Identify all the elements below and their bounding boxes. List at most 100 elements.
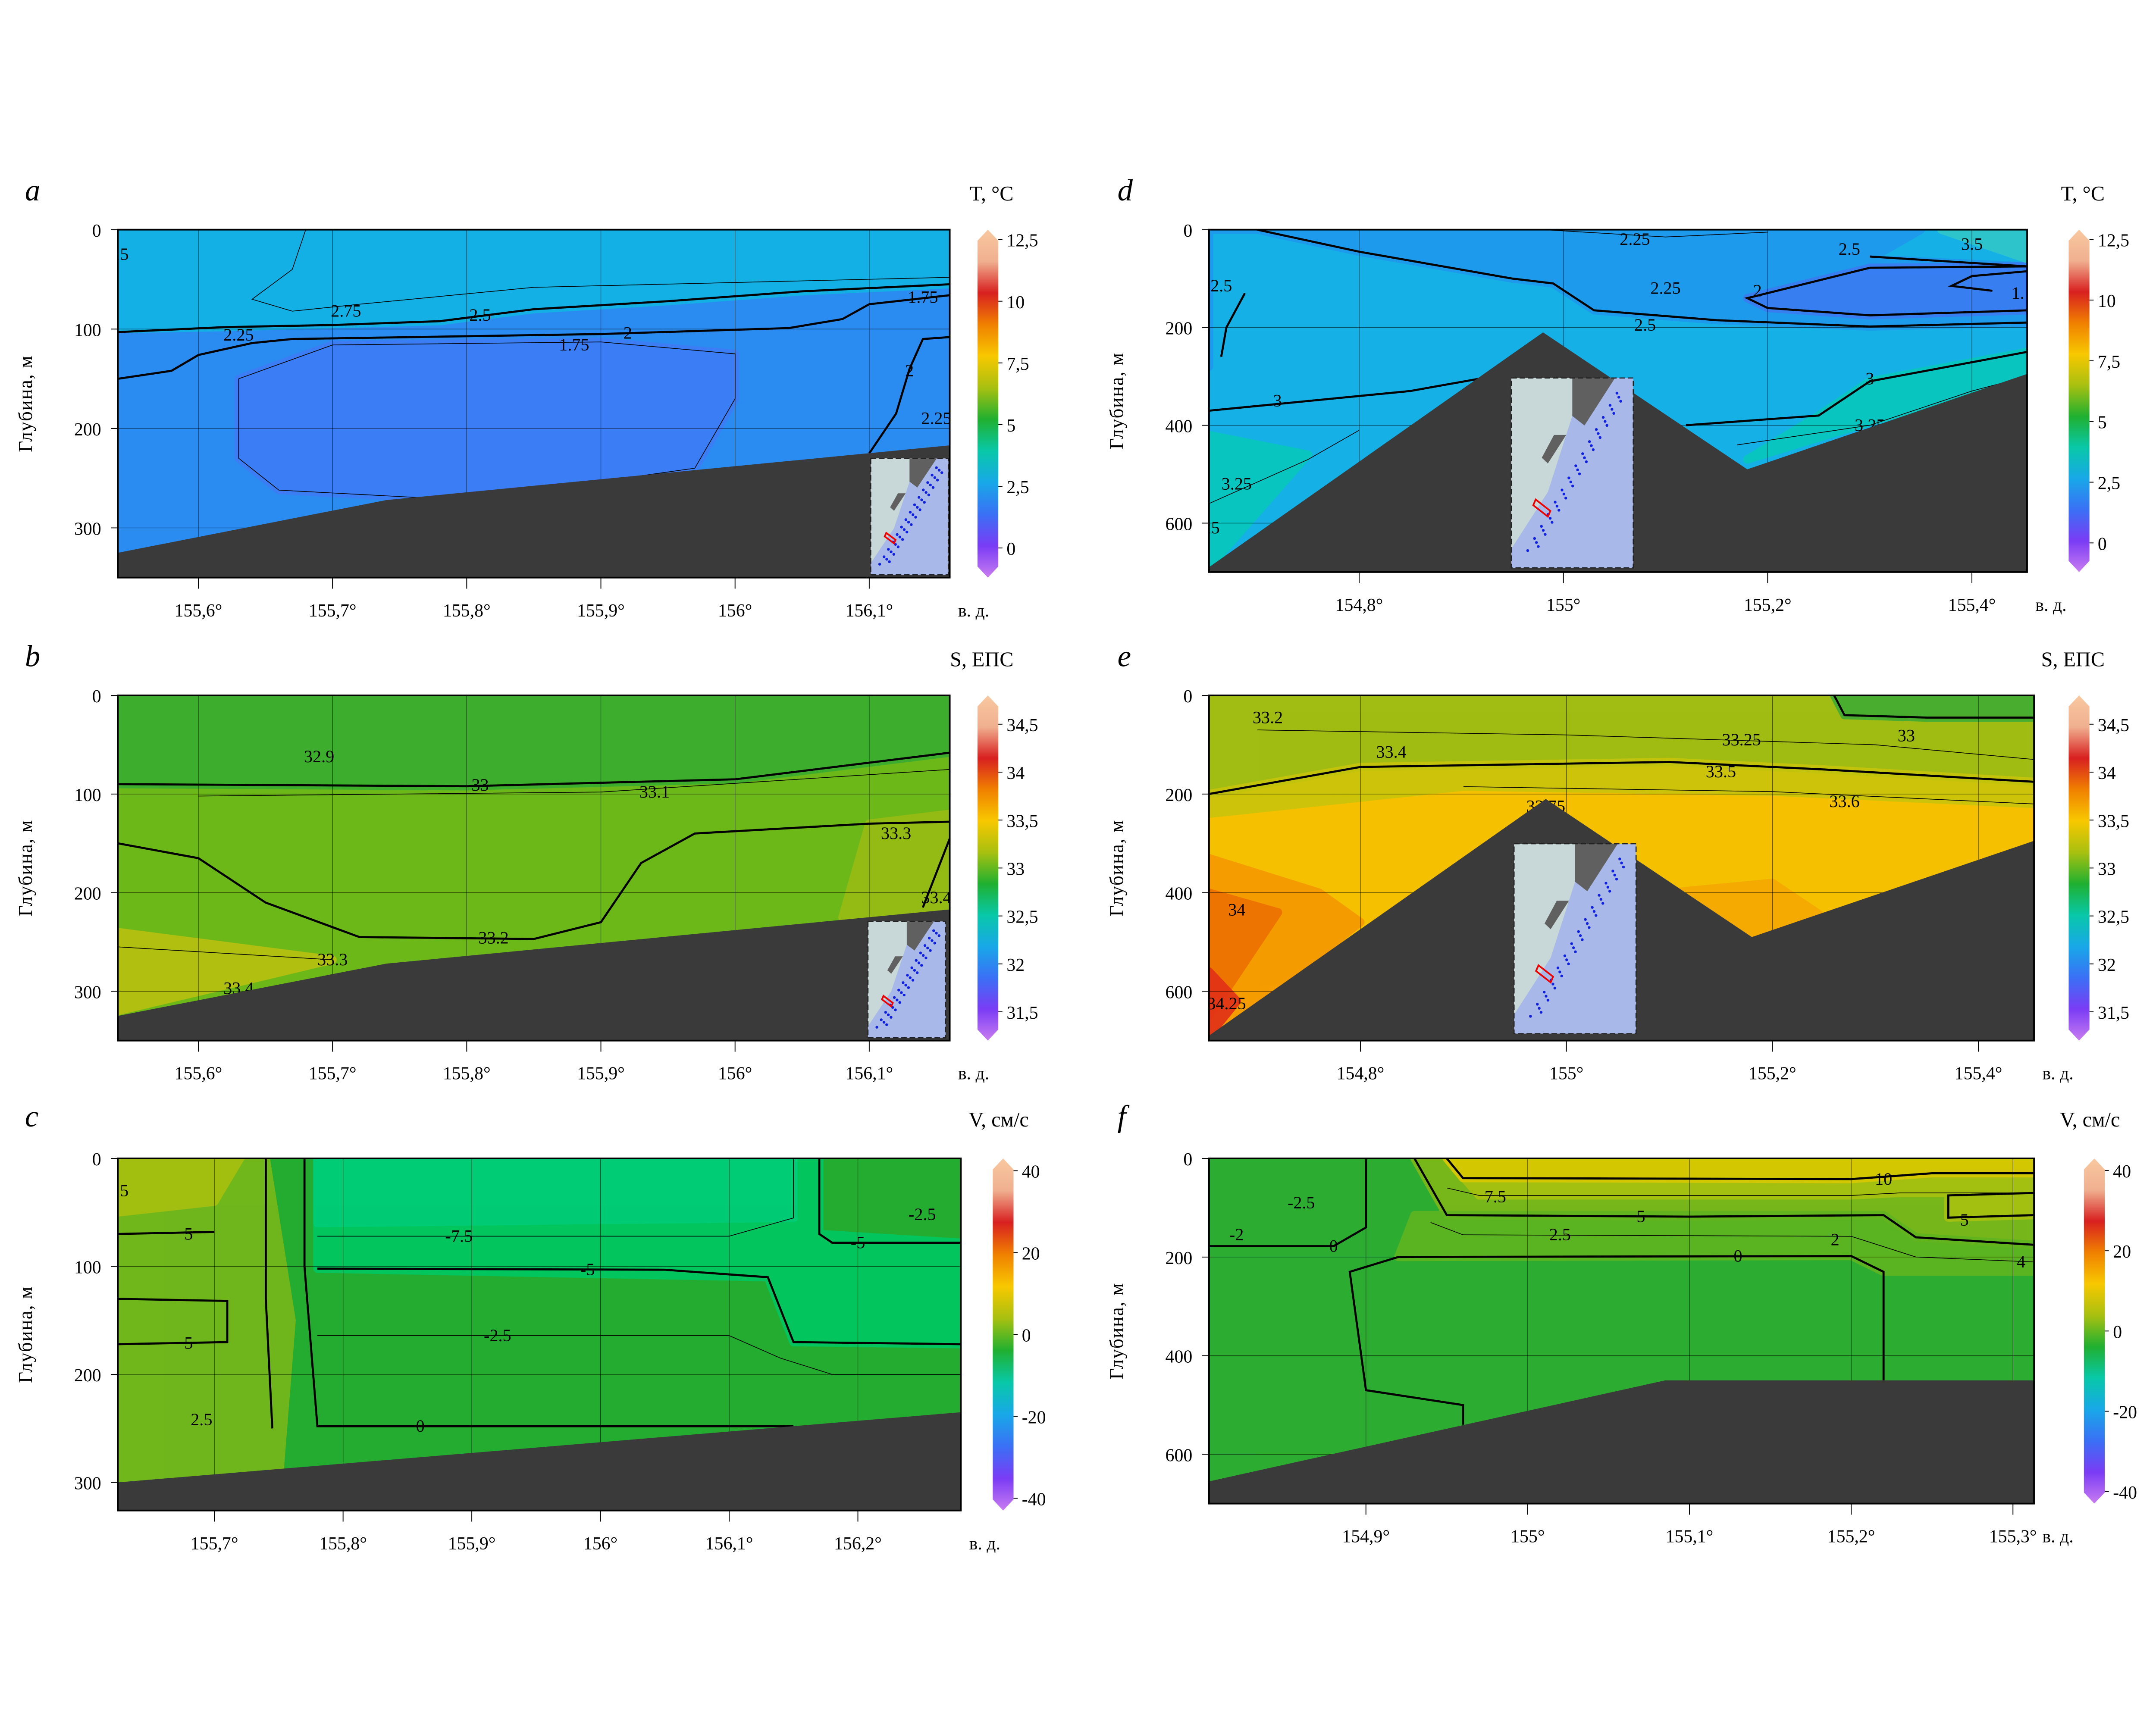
inset-station bbox=[1586, 922, 1589, 925]
plot-frame bbox=[1208, 695, 2035, 1042]
colorbar-tick-label: 0 bbox=[2113, 1322, 2122, 1342]
plot-area: -2.5 -2 0 7.5 10 5 5 2.5 2 0 4 bbox=[1209, 1158, 2034, 1504]
inset-station bbox=[894, 1008, 897, 1011]
contour-line bbox=[303, 1158, 794, 1427]
contour-line bbox=[317, 1158, 794, 1237]
inset-station bbox=[920, 498, 923, 501]
colorbar-tick-label: 40 bbox=[2113, 1162, 2131, 1182]
contour-label: 2 bbox=[1831, 1230, 1839, 1249]
inset-station bbox=[1613, 873, 1616, 877]
inset-station bbox=[1615, 877, 1618, 881]
contour-line bbox=[317, 1267, 961, 1346]
x-tick-label: 155,7° bbox=[191, 1534, 238, 1554]
inset-station bbox=[919, 951, 922, 954]
inset-station bbox=[1576, 468, 1579, 472]
inset-station bbox=[1553, 986, 1557, 990]
contour-line bbox=[1744, 265, 2027, 316]
contour-label: 33.4 bbox=[1376, 742, 1406, 761]
inset-station bbox=[1619, 400, 1622, 403]
inset-station bbox=[1598, 436, 1601, 439]
inset-station bbox=[933, 942, 936, 945]
inset-station bbox=[1608, 404, 1612, 407]
inset-map bbox=[867, 920, 946, 1039]
contour-label: 5 bbox=[1636, 1207, 1645, 1226]
contour-label: 1.75 bbox=[559, 335, 589, 354]
colorbar-tick-label: 32 bbox=[1006, 955, 1025, 975]
inset-station bbox=[927, 493, 931, 497]
y-tick-label: 200 bbox=[1166, 319, 1193, 339]
inset-station bbox=[1617, 396, 1620, 399]
inset-station bbox=[923, 944, 927, 947]
x-tick-label: 155,9° bbox=[577, 601, 625, 621]
contour-label: 5 bbox=[184, 1333, 193, 1352]
contour-line bbox=[317, 1335, 961, 1375]
colorbar-tick-label: 32,5 bbox=[1006, 908, 1038, 927]
inset-station bbox=[1611, 408, 1614, 411]
inset-station bbox=[1554, 501, 1557, 504]
y-axis-label: Глубина, м bbox=[1106, 820, 1128, 917]
contour-label: -5 bbox=[851, 1233, 865, 1252]
colorbar-tick-label: 33 bbox=[2098, 859, 2116, 879]
contour-line bbox=[1257, 729, 2034, 760]
inset-station bbox=[931, 939, 934, 942]
contour-label: 1. bbox=[2012, 283, 2024, 303]
inset-station bbox=[884, 1011, 887, 1014]
x-tick-label: 155,4° bbox=[1948, 595, 1996, 615]
colorbar: 40 20 0 -20 -40 bbox=[993, 1158, 1046, 1511]
inset-station bbox=[1558, 970, 1561, 973]
y-axis-label: Глубина, м bbox=[1106, 1283, 1128, 1380]
inset-station bbox=[878, 563, 881, 566]
x-tick-label: 155,6° bbox=[175, 1064, 222, 1084]
x-tick-label: 156° bbox=[583, 1534, 617, 1554]
x-tick-label: 155,7° bbox=[309, 1064, 357, 1084]
inset-island bbox=[1544, 901, 1569, 929]
field-region bbox=[118, 1158, 296, 1487]
colorbar-title: V, см/с bbox=[2060, 1108, 2120, 1131]
inset-station bbox=[1604, 420, 1607, 423]
colorbar-tick-label: 12,5 bbox=[1006, 231, 1038, 251]
contour-label: 3 bbox=[1273, 391, 1282, 410]
inset-station bbox=[1622, 865, 1625, 869]
plot-frame bbox=[117, 695, 951, 1042]
y-tick-label: 200 bbox=[74, 884, 101, 904]
contour-label: 2.25 bbox=[223, 325, 254, 344]
colorbar-scale bbox=[2084, 1158, 2105, 1504]
inset-station bbox=[932, 929, 935, 933]
inset-station bbox=[910, 966, 913, 970]
contour-line bbox=[1947, 1192, 2034, 1219]
inset-station bbox=[909, 976, 912, 979]
colorbar-tick-label: 5 bbox=[1006, 416, 1015, 436]
inset-station bbox=[931, 473, 934, 477]
inset-station bbox=[920, 964, 923, 967]
inset-land bbox=[909, 458, 937, 488]
x-tick-label: 155,8° bbox=[443, 601, 491, 621]
inset-station bbox=[1592, 448, 1595, 451]
contour-line bbox=[1948, 270, 2027, 292]
inset-station bbox=[1606, 886, 1609, 889]
colorbar-tick-label: -40 bbox=[2113, 1483, 2137, 1503]
contour-label: 2.5 bbox=[469, 305, 491, 325]
x-tick-label: 155,2° bbox=[1827, 1527, 1875, 1547]
contour-label: 34.25 bbox=[1207, 994, 1246, 1013]
x-tick-label: 156° bbox=[718, 1064, 752, 1084]
contour-line bbox=[118, 946, 333, 961]
inset-station bbox=[1542, 529, 1545, 532]
panel-letter: e bbox=[1118, 640, 1131, 673]
y-tick-label: 0 bbox=[1183, 221, 1192, 241]
panel-a: 2.5 2.75 2.5 2.25 2 1.75 1.75 2 2.25 155,6° 155,7°… bbox=[15, 174, 1038, 621]
inset-station bbox=[906, 530, 909, 534]
panel-c: 5 5 5 2.5 -7.5 -5 -2.5 -2.5 -5 0 155,7° 155,8° 155,9… bbox=[15, 1100, 1046, 1554]
inset-station bbox=[1535, 541, 1538, 544]
x-tick-label: 156,2° bbox=[834, 1534, 882, 1554]
contour-label: 33 bbox=[471, 775, 489, 795]
plot-frame bbox=[1208, 228, 2028, 573]
inset-station bbox=[935, 466, 938, 469]
colorbar-tick-label: 10 bbox=[1006, 293, 1025, 313]
inset-station bbox=[900, 991, 903, 994]
y-tick-label: 0 bbox=[92, 221, 101, 241]
contour-line bbox=[1463, 786, 2034, 804]
